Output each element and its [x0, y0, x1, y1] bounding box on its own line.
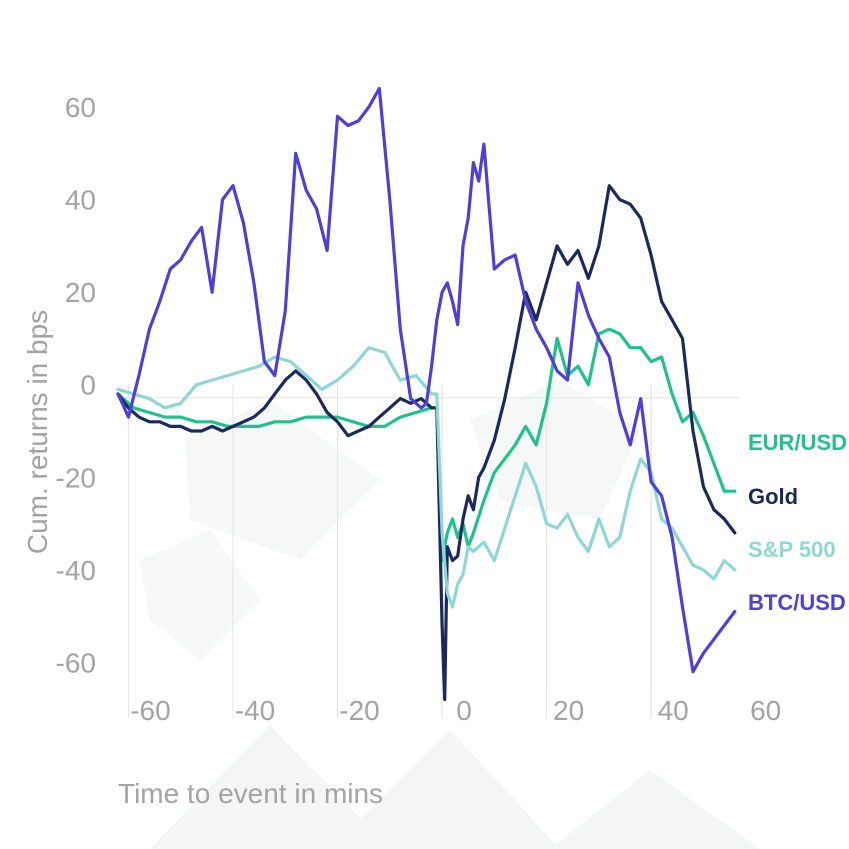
y-axis-title: Cum. returns in bps — [22, 310, 53, 554]
y-axis-ticks: 60 40 20 0 -20 -40 -60 — [56, 92, 96, 678]
x-tick-label: -20 — [339, 695, 379, 726]
series-line-eur-usd — [116, 327, 737, 563]
legend-label-s-p-500: S&P 500 — [748, 537, 836, 562]
background-watermark-shapes — [140, 380, 760, 849]
legend-label-gold: Gold — [748, 484, 798, 509]
legend: EUR/USD Gold S&P 500 BTC/USD — [748, 430, 847, 615]
x-axis-title: Time to event in mins — [118, 778, 383, 809]
legend-label-btc-usd: BTC/USD — [748, 590, 846, 615]
x-tick-label: -40 — [235, 695, 275, 726]
y-tick-label: 0 — [80, 370, 96, 401]
x-tick-label: 40 — [658, 695, 689, 726]
y-tick-label: 60 — [65, 92, 96, 123]
x-tick-label: 20 — [553, 695, 584, 726]
y-tick-label: -20 — [56, 462, 96, 493]
y-tick-label: -60 — [56, 647, 96, 678]
x-tick-label: 0 — [456, 695, 472, 726]
y-tick-label: 40 — [65, 185, 96, 216]
x-axis-ticks: -60 -40 -20 0 20 40 60 — [130, 695, 781, 726]
series-line-gold — [116, 184, 737, 702]
x-tick-label: 60 — [750, 695, 781, 726]
y-tick-label: -40 — [56, 555, 96, 586]
y-tick-label: 20 — [65, 277, 96, 308]
legend-label-eur-usd: EUR/USD — [748, 430, 847, 455]
x-tick-label: -60 — [130, 695, 170, 726]
series-lines — [116, 86, 737, 702]
series-line-btc-usd — [116, 86, 737, 674]
series-line-s-p-500 — [116, 346, 737, 609]
